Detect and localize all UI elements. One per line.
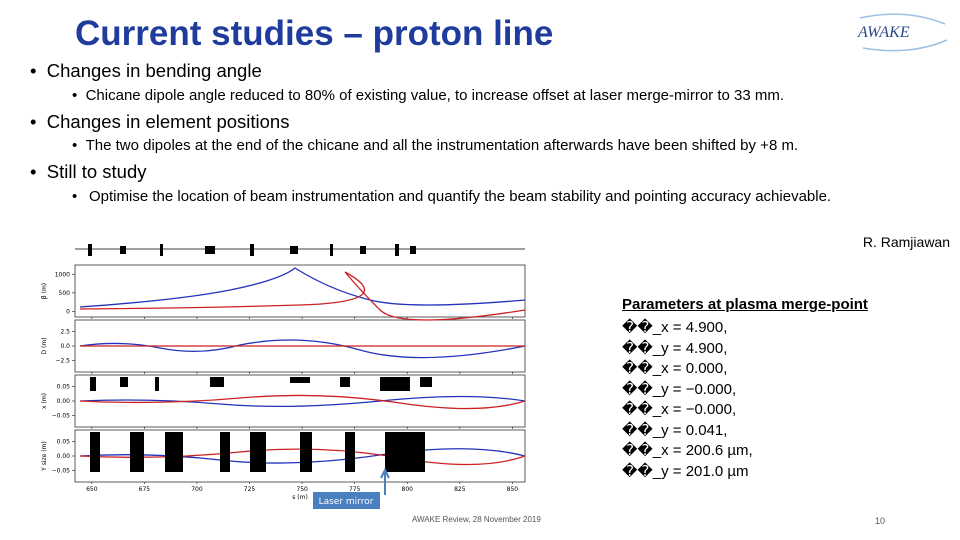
y-tick-label: 500	[59, 290, 71, 297]
y-tick-label: −2.5	[55, 357, 70, 364]
y-axis-label: β (m)	[41, 283, 48, 299]
bullet: • Changes in element positions	[30, 111, 290, 132]
logo: AWAKE	[858, 24, 910, 41]
y-axis-label: x (m)	[41, 393, 48, 409]
y-tick-label: −0.05	[52, 412, 71, 419]
lattice-strip	[75, 244, 525, 256]
x-tick-label: 850	[507, 486, 519, 493]
param-line: ��_x = 200.6 µm,	[622, 442, 753, 459]
panel-frame	[74, 374, 526, 428]
bullet-text: Still to study	[46, 161, 147, 182]
param-line: ��_y = 0.041,	[622, 421, 728, 439]
figure-body: β (m) 0 500 1000 D (m) 2.5 0.0 −2.5 x (m) 0.05 0.0…	[41, 244, 526, 509]
magnets	[90, 377, 432, 472]
sub-bullet-text: Optimise the location of beam instrument…	[89, 188, 832, 205]
footer: AWAKE Review, 28 November 2019	[412, 515, 541, 524]
y-axis-label: Y size (m)	[41, 441, 48, 472]
x-tick-label: 675	[139, 486, 151, 493]
y-tick-label: 2.5	[60, 329, 70, 336]
x-tick-label: 800	[402, 486, 414, 493]
param-line: ��_x = 0.000,	[622, 360, 728, 377]
curves	[79, 267, 526, 466]
sub-bullet-text: The two dipoles at the end of the chican…	[85, 137, 799, 154]
arrow	[380, 467, 390, 495]
y-tick-label: −0.05	[52, 467, 71, 474]
y-tick-label: 0.05	[57, 439, 71, 446]
param-line: ��_y = −0.000,	[622, 380, 737, 398]
param-line: ��_x = 4.900,	[622, 319, 728, 336]
sub-bullet: • The two dipoles at the end of the chic…	[72, 137, 799, 154]
bullet: • Changes in bending angle	[30, 60, 262, 81]
x-tick-label: 825	[454, 486, 466, 493]
y-tick-label: 1000	[55, 271, 70, 278]
y-tick-label: 0.00	[57, 398, 71, 405]
logo-swoosh	[859, 13, 948, 52]
author: R. Ramjiawan	[862, 234, 950, 250]
y-tick-label: 0.0	[60, 343, 70, 350]
x-tick-label: 725	[244, 486, 256, 493]
y-tick-label: 0.00	[57, 453, 71, 460]
page-number: 10	[875, 516, 886, 526]
title: Current studies – proton line	[75, 14, 554, 53]
x-axis-label: s (m)	[292, 494, 308, 501]
y-tick-label: 0.05	[57, 384, 71, 391]
y-tick-label: 0	[66, 308, 70, 315]
x-tick-label: 650	[86, 486, 98, 493]
sub-bullet: • Optimise the location of beam instrumen…	[72, 188, 872, 205]
x-tick-label: 750	[296, 486, 308, 493]
y-axis-label: D (m)	[41, 337, 48, 354]
annotation: Laser mirror	[319, 497, 374, 507]
panel-frame	[74, 264, 526, 318]
param-title: Parameters at plasma merge-point	[622, 296, 868, 313]
sub-bullet-text: Chicane dipole angle reduced to 80% of e…	[85, 87, 785, 104]
bullet-text: Changes in bending angle	[46, 60, 262, 81]
bullet-text: Changes in element positions	[46, 111, 290, 132]
param-line: ��_x = −0.000,	[622, 401, 737, 418]
param-line: ��_y = 4.900,	[622, 339, 728, 357]
sub-bullet: • Chicane dipole angle reduced to 80% of…	[72, 87, 785, 104]
param-line: ��_y = 201.0 µm	[622, 462, 749, 480]
x-tick-label: 700	[191, 486, 203, 493]
x-tick-label: 775	[349, 486, 361, 493]
panels: β (m) 0 500 1000 D (m) 2.5 0.0 −2.5 x (m) 0.05 0.0…	[41, 264, 526, 501]
bullet: • Still to study	[30, 161, 147, 182]
label-box	[313, 492, 380, 509]
figure: β (m) 0 500 1000 D (m) 2.5 0.0 −2.5 x (m) 0.05 0.0…	[41, 244, 526, 509]
